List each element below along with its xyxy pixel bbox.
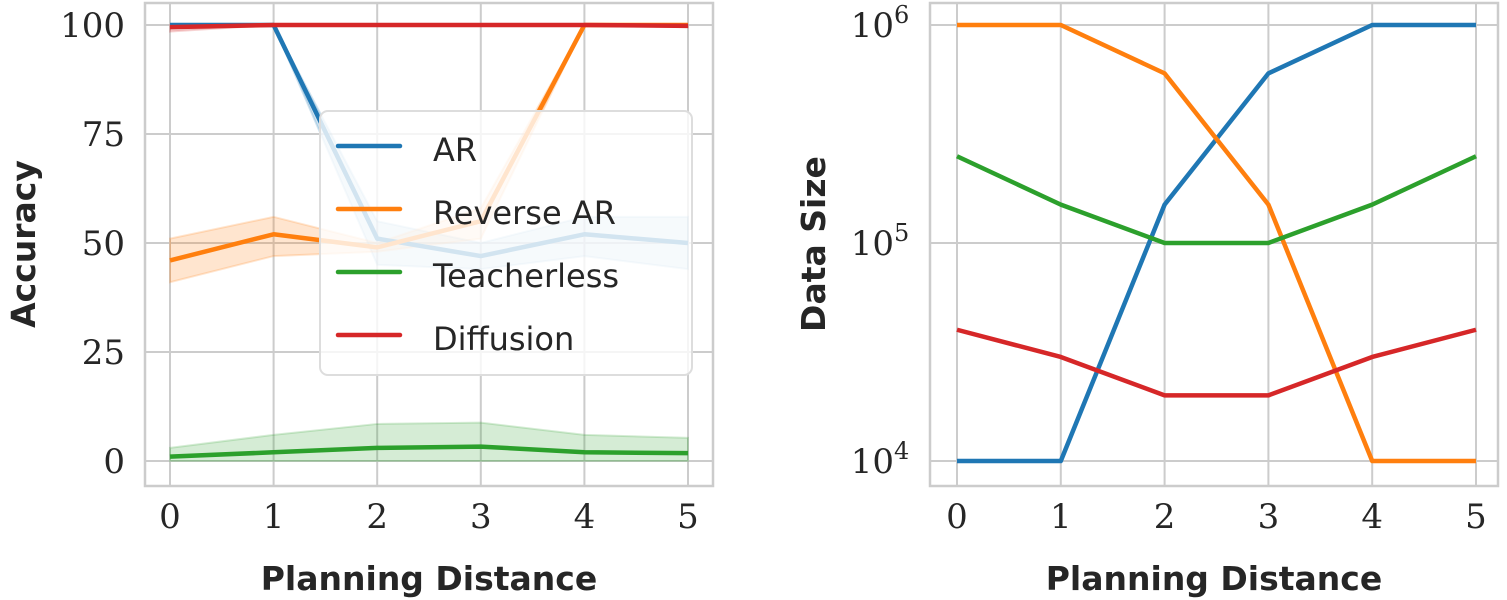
plot-frame [143, 1, 715, 488]
legend-label: Teacherless [432, 257, 619, 295]
y-tick-exponent: 4 [894, 437, 909, 465]
x-tick-label: 2 [366, 497, 388, 537]
legend: AR Reverse AR Teacherless Diffusion [319, 110, 693, 376]
x-axis-label: Planning Distance [261, 559, 598, 598]
legend-label: Diffusion [433, 320, 574, 358]
x-tick-label: 5 [1465, 497, 1487, 537]
x-tick-label: 5 [677, 497, 699, 537]
x-tick-label: 4 [1361, 497, 1383, 537]
y-tick-label: 106 [851, 1, 910, 46]
x-tick-label: 1 [263, 497, 285, 537]
x-tick-label: 0 [946, 497, 968, 537]
series-line-teacherless [956, 154, 1477, 246]
x-axis-label: Planning Distance [1046, 559, 1383, 598]
x-tick-label: 0 [159, 497, 181, 537]
legend-box [319, 110, 693, 376]
y-tick-exponent: 5 [894, 219, 909, 247]
legend-label: Reverse AR [433, 194, 616, 232]
legend-label: AR [433, 131, 477, 169]
y-tick-label: 105 [851, 219, 910, 264]
x-tick-label: 2 [1154, 497, 1176, 537]
y-axis-label: Data Size [794, 156, 833, 332]
x-tick-label: 1 [1050, 497, 1072, 537]
x-tick-label: 3 [1258, 497, 1280, 537]
y-tick-label: 0 [103, 442, 125, 482]
y-axis-label: Accuracy [4, 160, 43, 328]
series-line-teacherless [169, 444, 689, 459]
panel-data-size: 0 1 2 3 4 5 104 105 106 Planning Distance Data Siz… [794, 1, 1500, 598]
y-tick-label: 100 [60, 6, 125, 46]
x-tick-label: 4 [574, 497, 596, 537]
y-tick-exponent: 6 [894, 1, 909, 29]
y-tick-label: 50 [82, 224, 125, 264]
series-line-diffusion [956, 327, 1477, 398]
series-line-diffusion [169, 22, 689, 30]
y-tick-label: 25 [82, 333, 125, 373]
plot-frame [928, 1, 1500, 488]
x-tick-label: 3 [470, 497, 492, 537]
y-tick-label: 75 [82, 115, 125, 155]
y-tick-label: 104 [851, 437, 910, 482]
series-line-reverse-ar [957, 22, 1476, 464]
